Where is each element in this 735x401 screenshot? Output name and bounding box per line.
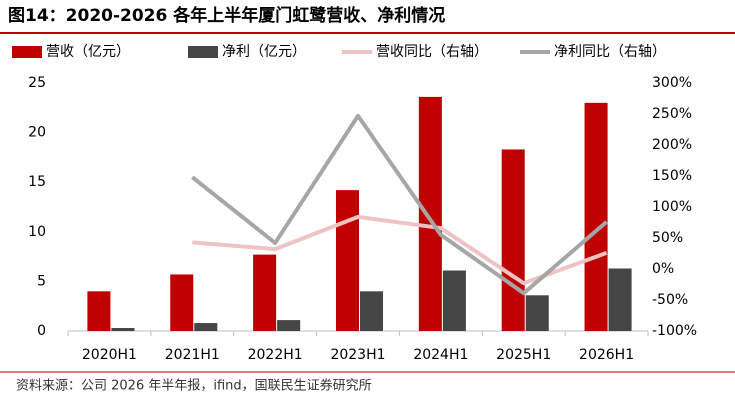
y2-tick-label: 50% — [652, 230, 683, 246]
x-tick-label: 2022H1 — [248, 347, 303, 363]
y2-tick-label: 200% — [652, 137, 692, 153]
x-tick-label: 2024H1 — [413, 347, 468, 363]
bar — [584, 102, 608, 331]
y2-tick-label: 0% — [652, 261, 674, 277]
x-tick-label: 2026H1 — [579, 347, 634, 363]
y-tick-label: 15 — [28, 174, 46, 190]
y-tick-label: 25 — [28, 75, 46, 91]
line — [192, 214, 608, 286]
bar — [277, 320, 301, 331]
y-tick-label: 0 — [37, 323, 46, 339]
y2-tick-label: -50% — [652, 292, 688, 308]
legend-label: 净利同比（右轴） — [554, 44, 666, 60]
bar — [501, 149, 525, 331]
chart-title: 图14：2020-2026 各年上半年厦门虹鹭营收、净利情况 — [8, 5, 445, 26]
x-tick-label: 2020H1 — [82, 347, 137, 363]
y2-tick-label: -100% — [652, 323, 697, 339]
y2-tick-label: 300% — [652, 75, 692, 91]
y2-tick-label: 150% — [652, 168, 692, 184]
source: 资料来源：公司 2026 年半年报，ifind，国联民生证券研究所 — [16, 378, 372, 394]
legend-label: 净利（亿元） — [222, 44, 306, 60]
bar — [87, 291, 111, 331]
y-tick-label: 20 — [28, 125, 46, 141]
legend-label: 营收同比（右轴） — [376, 44, 488, 60]
bar — [253, 254, 277, 331]
legend-swatch — [12, 46, 42, 58]
x-tick-label: 2025H1 — [496, 347, 551, 363]
x-tick-label: 2023H1 — [330, 347, 385, 363]
y2-tick-label: 100% — [652, 199, 692, 215]
bar — [525, 295, 549, 331]
legend-label: 营收（亿元） — [46, 44, 130, 60]
y-tick-label: 5 — [37, 273, 46, 289]
bar — [608, 268, 632, 331]
bar — [335, 190, 359, 331]
bar — [360, 291, 384, 331]
bar — [111, 328, 135, 331]
bar — [418, 96, 442, 331]
y2-tick-label: 250% — [652, 106, 692, 122]
bar — [194, 323, 218, 331]
legend-swatch — [188, 46, 218, 58]
line — [191, 113, 608, 296]
bar — [170, 274, 194, 331]
bar — [442, 270, 466, 331]
x-tick-label: 2021H1 — [165, 347, 220, 363]
y-tick-label: 10 — [28, 224, 46, 240]
